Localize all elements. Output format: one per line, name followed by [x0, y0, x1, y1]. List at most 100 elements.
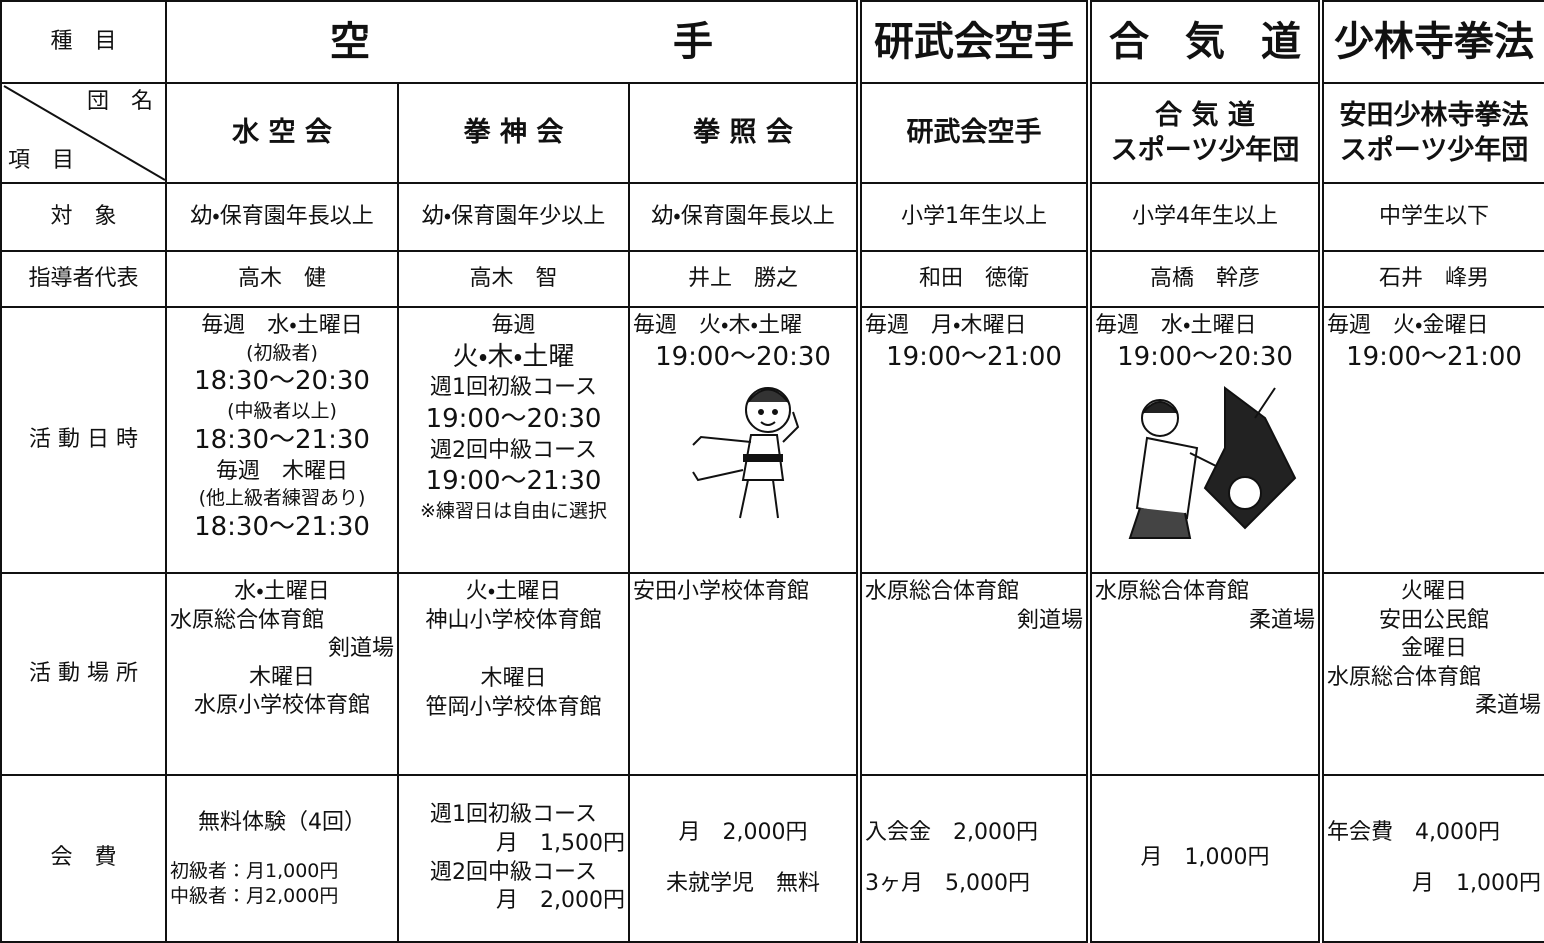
- data-cell: 高木 智: [397, 250, 630, 308]
- data-cell: 中学生以下: [1318, 182, 1544, 252]
- team-cell: 拳 神 会: [397, 82, 630, 184]
- sport-name: 空手: [170, 16, 853, 68]
- data-cell: 幼・保育園年長以上: [165, 182, 399, 252]
- team-cell: 研武会空手: [856, 82, 1090, 184]
- data-cell: 週1回初級コース月 1,500円 週2回中級コース月 2,000円: [397, 774, 630, 943]
- sport-char: 道: [1261, 19, 1301, 65]
- cell-line: 神山小学校体育館: [425, 607, 602, 633]
- sport-char: 合: [1109, 19, 1149, 65]
- cell-line: 安田公民館: [1378, 607, 1489, 633]
- team-label: 団 名: [86, 89, 153, 114]
- cell-line: 中級者：月2,000円: [170, 884, 339, 907]
- row-label: 指導者代表: [0, 250, 167, 308]
- cell-line: 月 1,000円: [1412, 870, 1541, 896]
- data-cell: 小学1年生以上: [856, 182, 1090, 252]
- cell-line: 3ヶ月 5,000円: [865, 870, 1030, 896]
- cell-line: 火・土曜日: [465, 579, 562, 604]
- cell-line: 毎週 水・土曜日: [1095, 313, 1257, 338]
- data-row: 会 費 無料体験（4回） 初級者：月1,000円 中級者：月2,000円 週1回初級コー…: [0, 774, 1544, 943]
- cell-line: 毎週: [491, 313, 536, 338]
- data-cell: 水原総合体育館 柔道場: [1086, 572, 1322, 776]
- row-label: 活 動 日 時: [0, 306, 167, 574]
- diagonal: [3, 85, 164, 181]
- cell-line: 無料体験（4回）: [198, 809, 366, 835]
- team-name: スポーツ少年団: [1339, 135, 1529, 166]
- cell-line: 水原総合体育館: [170, 607, 325, 633]
- cell-line: 剣道場: [327, 636, 394, 662]
- cell-line: 19:00～20:30: [425, 403, 602, 434]
- data-row: 対 象幼・保育園年長以上 幼・保育園年少以上 幼・保育園年長以上 小学1年生以上 小学4…: [0, 182, 1544, 252]
- cell-line: 井上 勝之: [687, 265, 798, 291]
- data-cell: 高橋 幹彦: [1086, 250, 1322, 308]
- data-cell: 毎週 火・木・土曜 19:00～20:30: [628, 306, 860, 574]
- sport-cell: 研武会空手: [856, 0, 1090, 84]
- cell-line: 柔道場: [1474, 693, 1541, 719]
- team-name: 拳 神 会: [463, 117, 564, 149]
- cell-line: 安田小学校体育館: [633, 579, 810, 604]
- cell-line: 月 1,500円: [496, 830, 625, 856]
- team-name: 水 空 会: [232, 117, 332, 149]
- cell-line: 高橋 幹彦: [1149, 265, 1260, 291]
- team-cell: 水 空 会: [165, 82, 399, 184]
- data-cell: 火曜日 安田公民館 金曜日 水原総合体育館 柔道場: [1318, 572, 1544, 776]
- row-label: 対 象: [0, 182, 167, 252]
- cell-line: 水原総合体育館: [865, 579, 1020, 604]
- cell-line: 剣道場: [1016, 607, 1083, 633]
- data-cell: 安田小学校体育館: [628, 572, 860, 776]
- cell-line: 年会費 4,000円: [1327, 819, 1500, 845]
- cell-line: 和田 徳衛: [918, 265, 1029, 291]
- cell-line: 毎週 火・金曜日: [1327, 313, 1489, 338]
- team-name: スポーツ少年団: [1110, 135, 1300, 166]
- data-cell: 毎週 水・土曜日 19:00～20:30: [1086, 306, 1322, 574]
- team-cell: 安田少林寺拳法 スポーツ少年団: [1318, 82, 1544, 184]
- sport-char: 気: [1185, 19, 1225, 65]
- cell-line: 初級者：月1,000円: [170, 860, 339, 883]
- data-cell: 幼・保育園年長以上: [628, 182, 860, 252]
- cell-line: 未就学児 無料: [665, 870, 820, 896]
- data-cell: 水・土曜日 水原総合体育館 剣道場 木曜日 水原小学校体育館: [165, 572, 399, 776]
- cell-line: 週1回初級コース: [430, 802, 597, 828]
- corner-cell: 団 名項 目: [0, 82, 167, 184]
- sport-cell: 空手: [165, 0, 860, 84]
- cell-line: 入会金 2,000円: [865, 819, 1038, 845]
- cell-line: 18:30～21:30: [194, 511, 370, 542]
- cell-line: ※練習日は自由に選択: [420, 500, 607, 523]
- cell-line: 中学生以下: [1378, 203, 1489, 229]
- cell-line: 水原総合体育館: [1327, 664, 1482, 690]
- cell-line: 水原小学校体育館: [193, 693, 370, 719]
- data-cell: 毎週 火・木・土曜 週1回初級コース 19:00～20:30 週2回中級コース 19:00…: [397, 306, 630, 574]
- cell-line: 週2回中級コース: [430, 859, 597, 885]
- cell-line: 柔道場: [1248, 607, 1315, 633]
- team-name: 研武会空手: [906, 117, 1042, 149]
- cell-line: 19:00～20:30: [655, 341, 831, 372]
- cell-line: 月 2,000円: [678, 819, 808, 845]
- cell-line: 毎週 水・土曜日: [201, 313, 363, 338]
- karate-illustration: [692, 387, 800, 519]
- cell-line: 幼・保育園年長以上: [651, 203, 835, 229]
- aikido-illustration: [1128, 386, 1297, 540]
- data-cell: 火・土曜日 神山小学校体育館 木曜日 笹岡小学校体育館: [397, 572, 630, 776]
- header-row: 種 目空手研武会空手合気道少林寺拳法: [0, 0, 1544, 84]
- row-label: 活 動 場 所: [0, 572, 167, 776]
- cell-line: 火・木・土曜: [452, 341, 575, 372]
- cell-line: (初級者): [246, 341, 318, 364]
- cell-line: 水・土曜日: [234, 579, 330, 604]
- sport-char: 少林寺拳法: [1334, 19, 1534, 65]
- cell-line: 木曜日: [480, 666, 547, 692]
- cell-line: 幼・保育園年少以上: [421, 203, 606, 229]
- item-label: 項 目: [8, 148, 75, 174]
- data-cell: 毎週 月・木曜日 19:00～21:00: [856, 306, 1090, 574]
- data-cell: 月 2,000円 未就学児 無料: [628, 774, 860, 943]
- cell-line: 小学1年生以上: [901, 203, 1047, 229]
- team-cell: 拳 照 会: [628, 82, 860, 184]
- data-cell: 年会費 4,000円月 1,000円: [1318, 774, 1544, 943]
- cell-line: 19:00～21:00: [886, 341, 1062, 372]
- cell-line: 毎週 木曜日: [215, 458, 348, 484]
- cell-line: (中級者以上): [227, 400, 337, 423]
- data-cell: 月 1,000円: [1086, 774, 1322, 943]
- sport-name: 合気道: [1095, 16, 1315, 68]
- cell-line: 高木 智: [469, 265, 558, 291]
- sport-name: 研武会空手: [865, 16, 1083, 68]
- category-label: 種 目: [0, 0, 167, 84]
